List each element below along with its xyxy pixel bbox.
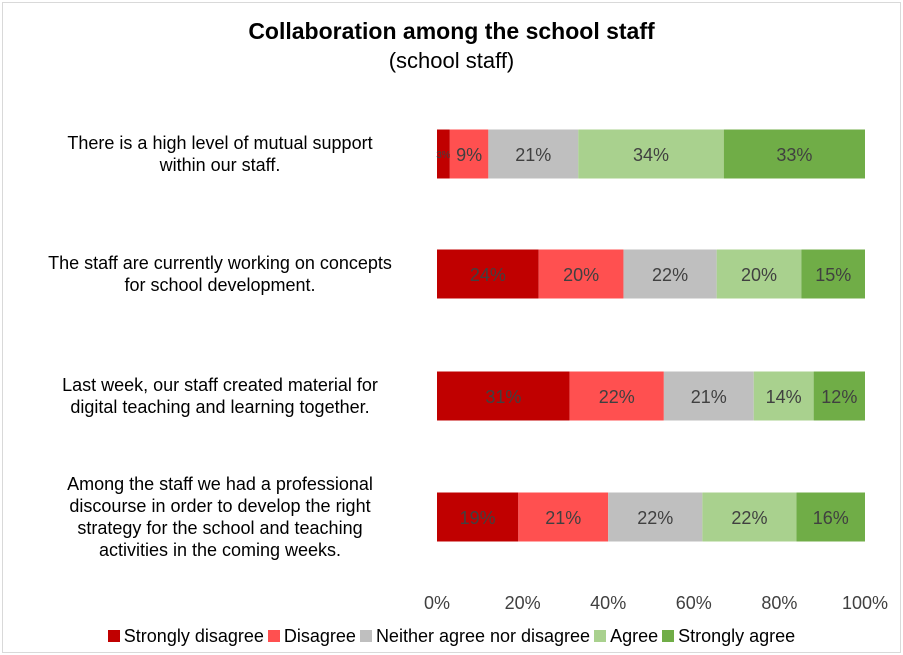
legend: Strongly disagree Disagree Neither agree n… <box>0 626 903 647</box>
data-label: 12% <box>821 387 857 407</box>
x-tick-label: 80% <box>761 593 797 613</box>
legend-item: Strongly disagree <box>107 626 264 647</box>
legend-swatch <box>267 630 280 642</box>
data-label: 14% <box>766 387 802 407</box>
category-label: Among the staff we had a professional dis… <box>67 474 373 560</box>
data-label: 22% <box>599 387 635 407</box>
bar-segment <box>437 371 570 421</box>
bar-segment <box>449 129 489 179</box>
category-label: There is a high level of mutual support w… <box>67 133 373 175</box>
bar-segment <box>663 371 754 421</box>
x-tick-label: 0% <box>424 593 450 613</box>
data-label: 9% <box>456 145 482 165</box>
data-label: 15% <box>815 265 851 285</box>
data-label: 21% <box>545 508 581 528</box>
bar-segment <box>716 249 802 299</box>
x-tick-label: 20% <box>505 593 541 613</box>
legend-label: Disagree <box>283 626 356 646</box>
chart-title: Collaboration among the school staff <box>248 18 655 44</box>
bar-segment <box>578 129 724 179</box>
x-tick-label: 40% <box>590 593 626 613</box>
legend-label: Agree <box>610 626 659 646</box>
bar-segment <box>518 492 609 542</box>
legend-label: Neither agree nor disagree <box>375 626 591 646</box>
data-label: 19% <box>460 508 496 528</box>
data-label: 22% <box>652 265 688 285</box>
bar-segment <box>702 492 797 542</box>
bar-segment <box>538 249 624 299</box>
data-label: 21% <box>691 387 727 407</box>
bar-segment <box>437 129 450 179</box>
legend-item: Agree <box>594 626 658 647</box>
bar-segment <box>623 249 717 299</box>
data-label: 22% <box>731 508 767 528</box>
bar-segment <box>753 371 814 421</box>
legend-item: Neither agree nor disagree <box>359 626 591 647</box>
data-label: 16% <box>813 508 849 528</box>
data-label: 24% <box>470 265 506 285</box>
legend-item: Disagree <box>267 626 356 647</box>
data-label: 20% <box>563 265 599 285</box>
legend-label: Strongly agree <box>678 626 796 646</box>
x-tick-label: 60% <box>676 593 712 613</box>
legend-swatch <box>662 630 675 642</box>
bar-segment <box>813 371 865 421</box>
category-label: Last week, our staff created material fo… <box>62 375 378 417</box>
legend-swatch <box>594 630 607 642</box>
data-label: 21% <box>515 145 551 165</box>
data-label: 20% <box>741 265 777 285</box>
bar-segment <box>801 249 865 299</box>
category-label: The staff are currently working on conce… <box>48 253 392 295</box>
chart-subtitle: (school staff) <box>388 48 515 73</box>
bar-segment <box>437 249 539 299</box>
data-label: 31% <box>485 387 521 407</box>
legend-swatch <box>359 630 372 642</box>
legend-swatch <box>107 630 120 642</box>
bar-segment <box>569 371 664 421</box>
data-label: 34% <box>633 145 669 165</box>
data-label: 22% <box>637 508 673 528</box>
x-tick-label: 100% <box>842 593 888 613</box>
bar-segment <box>723 129 865 179</box>
bar-segment <box>488 129 579 179</box>
legend-label: Strongly disagree <box>123 626 264 646</box>
data-label: 33% <box>776 145 812 165</box>
legend-item: Strongly agree <box>662 626 795 647</box>
bar-segment <box>608 492 703 542</box>
bar-segment <box>437 492 519 542</box>
bar-segment <box>796 492 865 542</box>
data-label: 3% <box>436 150 451 161</box>
